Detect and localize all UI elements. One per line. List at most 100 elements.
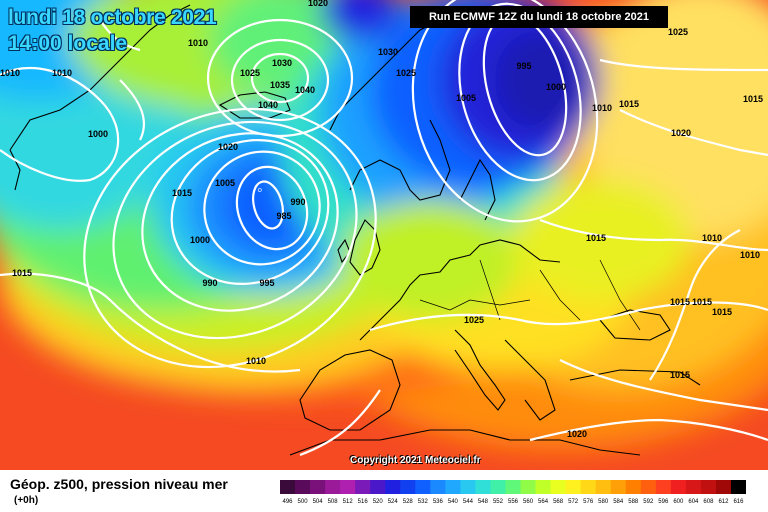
scale-tick-label: 600 xyxy=(673,499,684,505)
isobar-label: 1010 xyxy=(246,356,266,366)
isobar-label: 1020 xyxy=(567,429,587,439)
scale-swatch xyxy=(595,480,612,494)
isobar-label: 1000 xyxy=(190,235,210,245)
scale-tick-label: 564 xyxy=(538,499,549,505)
scale-tick-label: 608 xyxy=(703,499,714,505)
forecast-date: lundi 18 octobre 2021 xyxy=(8,6,217,29)
scale-swatch xyxy=(580,480,597,494)
isobar-label: 1010 xyxy=(52,68,72,78)
scale-swatch xyxy=(370,480,386,494)
scale-tick-label: 548 xyxy=(478,499,489,505)
scale-tick-label: 612 xyxy=(718,499,729,505)
isobar-label: 1030 xyxy=(378,47,398,57)
scale-swatch xyxy=(280,480,296,494)
scale-swatch xyxy=(640,480,657,494)
scale-tick-label: 504 xyxy=(313,499,324,505)
scale-tick-label: 572 xyxy=(568,499,579,505)
scale-tick-label: 508 xyxy=(328,499,339,505)
scale-swatch xyxy=(475,480,491,494)
scale-tick-label: 500 xyxy=(298,499,309,505)
scale-swatch xyxy=(520,480,537,494)
scale-tick-label: 552 xyxy=(493,499,504,505)
low-pressure-center: ◦ xyxy=(257,182,263,199)
scale-swatch xyxy=(415,480,431,494)
isobar-label: 1015 xyxy=(743,94,763,104)
isobar-label: 1040 xyxy=(258,100,278,110)
scale-tick-label: 616 xyxy=(733,499,744,505)
scale-swatch xyxy=(565,480,582,494)
isobar-label: 1015 xyxy=(670,370,690,380)
isobar-label: 1015 xyxy=(619,99,639,109)
scale-swatch xyxy=(730,480,746,494)
isobar-label: 990 xyxy=(202,278,217,288)
isobar-label: 1040 xyxy=(295,85,315,95)
scale-tick-label: 516 xyxy=(358,499,369,505)
scale-tick-label: 568 xyxy=(553,499,564,505)
scale-swatch xyxy=(430,480,446,494)
scale-swatch xyxy=(715,480,732,494)
scale-swatch xyxy=(460,480,476,494)
isobar-label: 990 xyxy=(290,197,305,207)
scale-tick-label: 556 xyxy=(508,499,519,505)
scale-swatch xyxy=(445,480,461,494)
scale-swatch xyxy=(355,480,371,494)
scale-tick-label: 496 xyxy=(283,499,294,505)
legend-subtitle: (+0h) xyxy=(14,495,39,506)
scale-tick-label: 512 xyxy=(343,499,354,505)
forecast-map: 1010 1000 1010 1020 1025 1030 1035 1040 1040 1020… xyxy=(0,0,768,470)
isobar-label: 1015 xyxy=(692,297,712,307)
scale-swatch xyxy=(610,480,627,494)
scale-tick-label: 540 xyxy=(448,499,459,505)
scale-tick-label: 520 xyxy=(373,499,384,505)
scale-tick-label: 580 xyxy=(598,499,609,505)
isobar-label: 1000 xyxy=(546,82,566,92)
scale-tick-label: 524 xyxy=(388,499,399,505)
scale-tick-label: 592 xyxy=(643,499,654,505)
isobar-label: 995 xyxy=(259,278,274,288)
coastlines xyxy=(9,4,701,456)
copyright-notice: Copyright 2021 Meteociel.fr xyxy=(350,455,481,466)
isobar-label: 1010 xyxy=(740,250,760,260)
isobar-labels: 1010 1000 1010 1020 1025 1030 1035 1040 1040 1020… xyxy=(0,0,763,439)
isobar-label: 1010 xyxy=(0,68,20,78)
legend-bar: Géop. z500, pression niveau mer (+0h) 49… xyxy=(0,470,768,512)
isobar-label: 985 xyxy=(276,211,291,221)
scale-tick-label: 560 xyxy=(523,499,534,505)
scale-swatch xyxy=(535,480,552,494)
model-run-banner: Run ECMWF 12Z du lundi 18 octobre 2021 xyxy=(410,6,668,28)
color-scale: 496 500 504 508 512 516 520 524 528 532 536 540 544 5… xyxy=(280,480,746,505)
isobar-label: 1010 xyxy=(592,103,612,113)
isobar-label: 1005 xyxy=(456,93,476,103)
scale-swatch xyxy=(550,480,567,494)
scale-swatch xyxy=(505,480,522,494)
isobar-label: 1020 xyxy=(308,0,328,8)
scale-swatch xyxy=(400,480,416,494)
isobar-label: 1025 xyxy=(396,68,416,78)
isobar-label: 1010 xyxy=(188,38,208,48)
scale-swatch xyxy=(670,480,687,494)
scale-tick-label: 576 xyxy=(583,499,594,505)
isobar-label: 1025 xyxy=(668,27,688,37)
scale-swatch xyxy=(325,480,341,494)
isobar-label: 1030 xyxy=(272,58,292,68)
isobars xyxy=(0,0,768,457)
scale-swatch xyxy=(340,480,356,494)
isobar-label: 1015 xyxy=(12,268,32,278)
scale-swatch xyxy=(385,480,401,494)
isobar-label: 1020 xyxy=(218,142,238,152)
scale-swatch xyxy=(700,480,717,494)
isobar-label: 1015 xyxy=(586,233,606,243)
scale-swatch xyxy=(655,480,672,494)
scale-tick-label: 536 xyxy=(433,499,444,505)
scale-swatch xyxy=(490,480,506,494)
scale-tick-label: 544 xyxy=(463,499,474,505)
isobar-label: 1005 xyxy=(215,178,235,188)
isobar-label: 1025 xyxy=(240,68,260,78)
scale-tick-label: 532 xyxy=(418,499,429,505)
isobar-label: 1015 xyxy=(712,307,732,317)
scale-swatch xyxy=(310,480,326,494)
isobar-label: 1010 xyxy=(702,233,722,243)
isobar-label: 995 xyxy=(516,61,531,71)
scale-swatch xyxy=(685,480,702,494)
